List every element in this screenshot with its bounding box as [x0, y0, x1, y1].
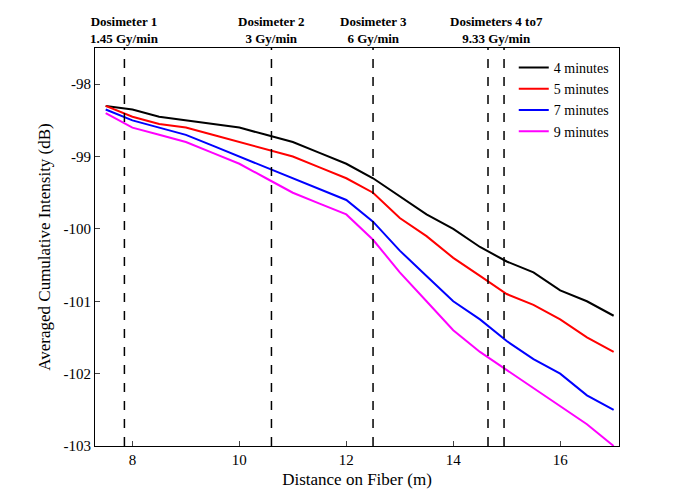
svg-text:-98: -98 [71, 76, 91, 92]
svg-text:8: 8 [129, 452, 137, 468]
svg-text:-99: -99 [71, 149, 91, 165]
svg-text:16: 16 [553, 452, 569, 468]
svg-text:12: 12 [339, 452, 354, 468]
svg-text:Averaged Cumulative Intensity: Averaged Cumulative Intensity (dB) [35, 123, 54, 371]
svg-text:10: 10 [232, 452, 247, 468]
svg-text:-103: -103 [64, 438, 92, 454]
svg-text:Dosimeter 11.45 Gy/min: Dosimeter 11.45 Gy/min [90, 14, 159, 46]
svg-text:-101: -101 [64, 294, 92, 310]
svg-text:4 minutes: 4 minutes [554, 61, 609, 76]
svg-text:Dosimeter 36 Gy/min: Dosimeter 36 Gy/min [340, 14, 407, 46]
svg-text:14: 14 [446, 452, 462, 468]
svg-text:5 minutes: 5 minutes [554, 82, 609, 97]
svg-text:Dosimeters 4 to79.33 Gy/min: Dosimeters 4 to79.33 Gy/min [450, 14, 543, 46]
svg-text:-102: -102 [64, 366, 92, 382]
svg-text:9 minutes: 9 minutes [554, 125, 609, 140]
svg-text:-100: -100 [64, 221, 92, 237]
svg-text:7 minutes: 7 minutes [554, 103, 609, 118]
svg-text:Dosimeter 23 Gy/min: Dosimeter 23 Gy/min [238, 14, 305, 46]
svg-text:Distance on Fiber (m): Distance on Fiber (m) [282, 470, 432, 489]
